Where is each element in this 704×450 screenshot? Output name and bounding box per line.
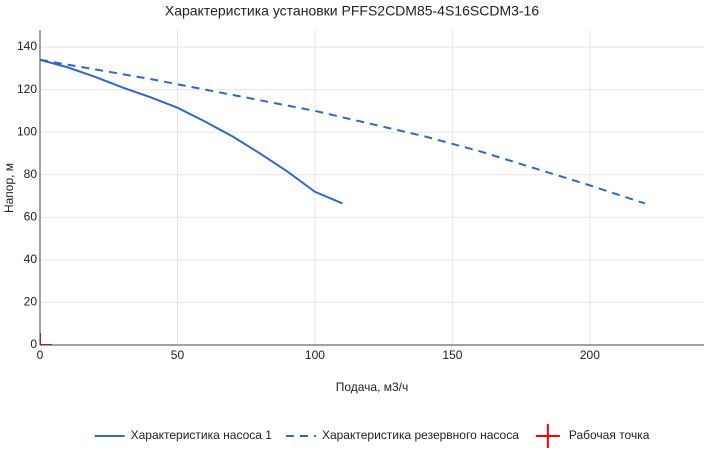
y-tick-label: 120 (17, 82, 37, 96)
legend-symbol (535, 424, 560, 448)
series-line (40, 58, 646, 205)
legend-label: Рабочая точка (569, 428, 650, 442)
y-tick-label: 60 (24, 209, 38, 223)
legend: Характеристика насоса 1 Характеристика ре… (94, 424, 650, 448)
y-tick-label: 40 (24, 252, 38, 266)
y-tick-label: 100 (17, 124, 37, 138)
x-tick-label: 0 (37, 348, 44, 362)
legend-label: Характеристика насоса 1 (131, 428, 273, 442)
x-tick-label: 50 (171, 348, 185, 362)
y-tick-label: 80 (24, 167, 38, 181)
legend-item: Характеристика насоса 1 (94, 428, 273, 442)
x-tick-label: 200 (580, 348, 600, 362)
x-axis-label: Подача, м3/ч (336, 380, 409, 394)
x-tick-label: 100 (305, 348, 325, 362)
legend-item: Рабочая точка (535, 424, 650, 448)
plot-area (40, 58, 646, 345)
y-tick-label: 0 (30, 337, 37, 351)
y-axis-label: Напор, м (2, 163, 16, 213)
legend-label: Характеристика резервного насоса (322, 428, 519, 442)
series-line (40, 58, 343, 205)
x-tick-label: 150 (442, 348, 462, 362)
chart-title: Характеристика установки PFFS2CDM85-4S16… (165, 3, 539, 19)
legend-item: Характеристика резервного насоса (285, 428, 519, 442)
y-tick-label: 140 (17, 39, 37, 53)
y-tick-label: 20 (24, 295, 38, 309)
